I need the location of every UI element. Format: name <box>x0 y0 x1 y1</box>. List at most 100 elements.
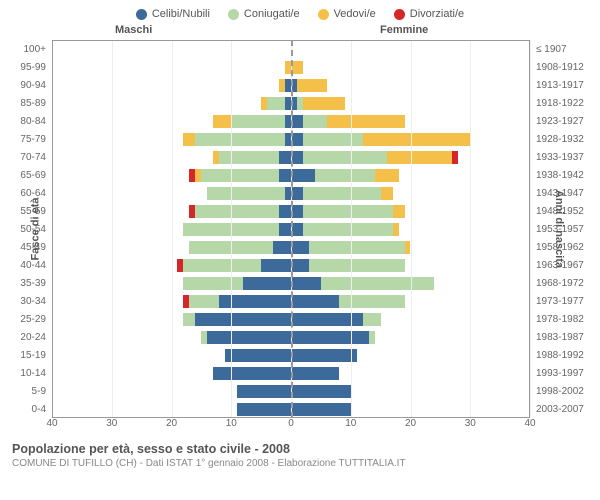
footer-title: Popolazione per età, sesso e stato civil… <box>12 442 588 456</box>
birth-label: 1938-1942 <box>530 170 592 181</box>
female-bar <box>291 256 530 274</box>
bar-segment <box>363 313 381 326</box>
female-bar <box>291 184 530 202</box>
legend: Celibi/NubiliConiugati/eVedovi/eDivorzia… <box>0 0 600 24</box>
bar-segment <box>207 331 291 344</box>
bar-segment <box>261 259 291 272</box>
female-bar <box>291 274 530 292</box>
bar-segment <box>225 349 291 362</box>
pyramid-row: 20-241983-1987 <box>8 328 592 346</box>
female-bar <box>291 382 530 400</box>
female-bar <box>291 94 530 112</box>
age-label: 80-84 <box>8 116 52 127</box>
pyramid-row: 60-641943-1947 <box>8 184 592 202</box>
age-label: 75-79 <box>8 134 52 145</box>
bar-segment <box>183 133 195 146</box>
female-bar <box>291 328 530 346</box>
bar-segment <box>393 205 405 218</box>
x-tick: 40 <box>46 418 57 429</box>
bar-segment <box>339 295 405 308</box>
male-bar <box>52 238 291 256</box>
male-bar <box>52 364 291 382</box>
birth-label: 1958-1962 <box>530 242 592 253</box>
bar-segment <box>291 313 363 326</box>
bar-segment <box>375 169 399 182</box>
age-label: 50-54 <box>8 224 52 235</box>
female-bar <box>291 364 530 382</box>
legend-swatch <box>228 9 239 20</box>
male-bar <box>52 256 291 274</box>
bar-segment <box>279 205 291 218</box>
bar-segment <box>243 277 291 290</box>
bar-segment <box>291 295 339 308</box>
bar-segment <box>321 277 435 290</box>
bar-segment <box>303 223 393 236</box>
male-bar <box>52 346 291 364</box>
female-bar <box>291 346 530 364</box>
bar-segment <box>381 187 393 200</box>
bar-segment <box>219 295 291 308</box>
legend-label: Celibi/Nubili <box>152 8 210 20</box>
pyramid-row: 45-491958-1962 <box>8 238 592 256</box>
birth-label: 1973-1977 <box>530 296 592 307</box>
pyramid-row: 30-34 1973-1977 <box>8 292 592 310</box>
pyramid-row: 10-141993-1997 <box>8 364 592 382</box>
pyramid-row: 35-39 1968-1972 <box>8 274 592 292</box>
male-bar <box>52 94 291 112</box>
female-bar <box>291 202 530 220</box>
female-bar <box>291 238 530 256</box>
bar-segment <box>291 169 315 182</box>
x-axis: 40302010010203040 <box>52 418 530 436</box>
legend-swatch <box>136 9 147 20</box>
bar-segment <box>303 97 345 110</box>
female-bar <box>291 40 530 58</box>
x-tick: 40 <box>524 418 535 429</box>
pyramid-row: 50-541953-1957 <box>8 220 592 238</box>
age-label: 40-44 <box>8 260 52 271</box>
pyramid-row: 55-591948-1952 <box>8 202 592 220</box>
pyramid-row: 85-891918-1922 <box>8 94 592 112</box>
age-label: 10-14 <box>8 368 52 379</box>
age-label: 95-99 <box>8 62 52 73</box>
bar-segment <box>369 331 375 344</box>
bar-segment <box>183 277 243 290</box>
bar-segment <box>195 133 285 146</box>
birth-label: 1963-1967 <box>530 260 592 271</box>
bar-segment <box>405 241 411 254</box>
bar-segment <box>327 115 405 128</box>
male-bar <box>52 166 291 184</box>
bar-segment <box>291 385 351 398</box>
bar-segment <box>183 259 261 272</box>
bar-segment <box>291 277 321 290</box>
age-label: 70-74 <box>8 152 52 163</box>
male-bar <box>52 148 291 166</box>
bar-segment <box>213 367 291 380</box>
birth-label: 1988-1992 <box>530 350 592 361</box>
male-bar <box>52 112 291 130</box>
female-bar <box>291 58 530 76</box>
bar-segment <box>279 151 291 164</box>
birth-label: 1908-1912 <box>530 62 592 73</box>
bar-segment <box>183 313 195 326</box>
bar-segment <box>207 187 285 200</box>
bar-segment <box>237 403 291 416</box>
age-label: 35-39 <box>8 278 52 289</box>
male-bar <box>52 220 291 238</box>
female-bar <box>291 292 530 310</box>
female-bar <box>291 310 530 328</box>
bar-segment <box>291 259 309 272</box>
x-tick: 20 <box>166 418 177 429</box>
bar-segment <box>291 241 309 254</box>
bar-segment <box>387 151 453 164</box>
birth-label: 1968-1972 <box>530 278 592 289</box>
bar-segment <box>291 349 357 362</box>
birth-label: 1998-2002 <box>530 386 592 397</box>
bar-segment <box>303 187 381 200</box>
pyramid-row: 95-99 1908-1912 <box>8 58 592 76</box>
female-bar <box>291 220 530 238</box>
age-label: 60-64 <box>8 188 52 199</box>
legend-item: Celibi/Nubili <box>136 8 210 20</box>
pyramid-row: 75-791928-1932 <box>8 130 592 148</box>
bar-segment <box>279 169 291 182</box>
age-label: 30-34 <box>8 296 52 307</box>
